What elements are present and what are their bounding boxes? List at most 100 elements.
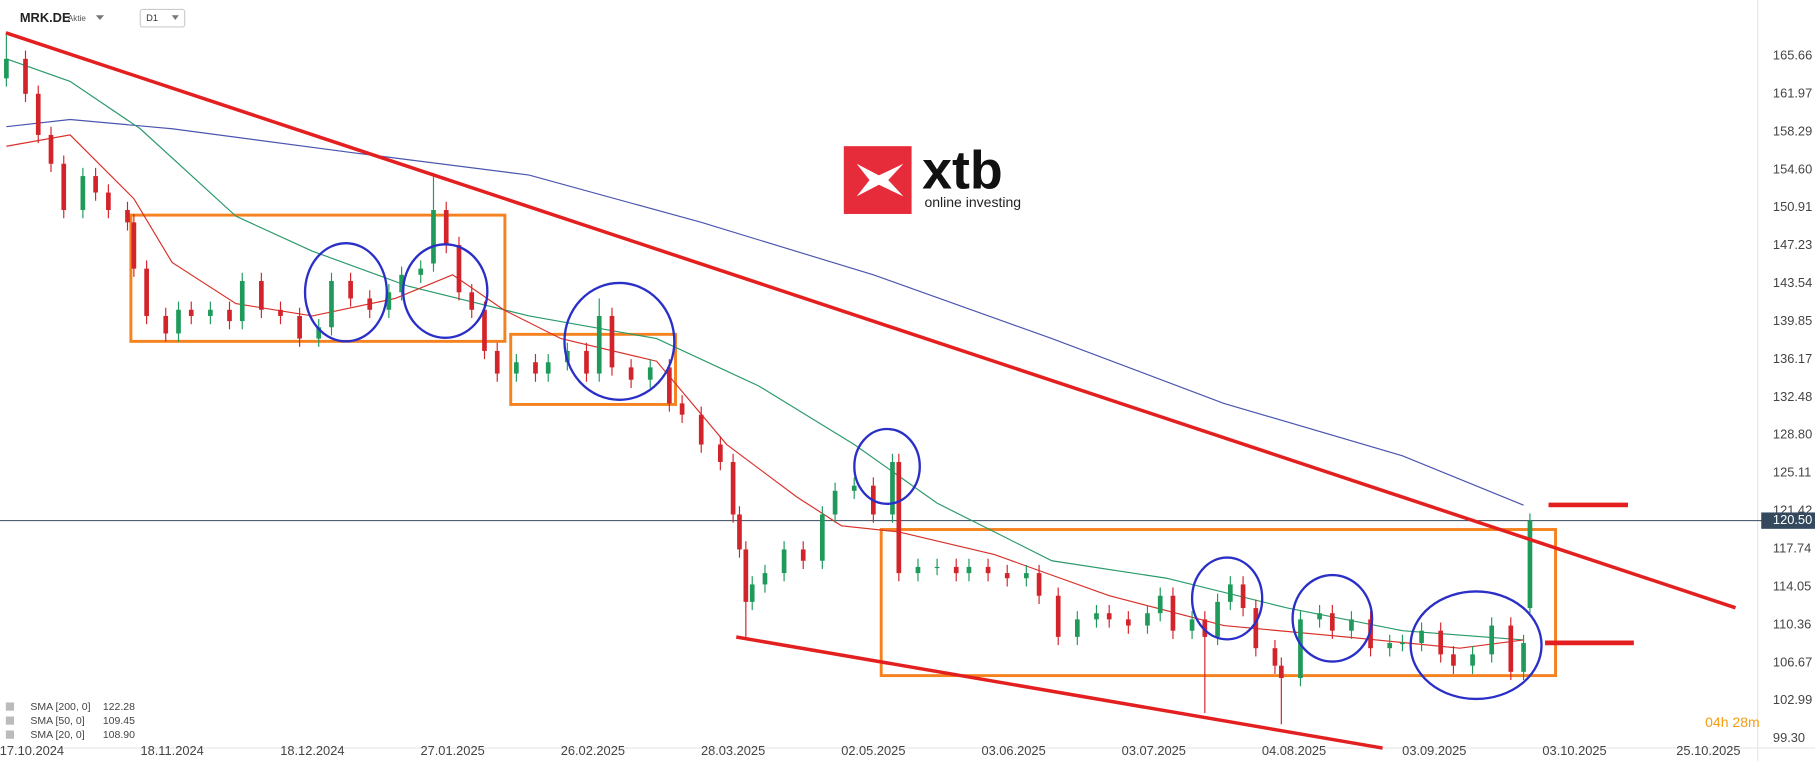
y-tick-label: 128.80 [1773, 427, 1812, 442]
x-tick-label: 17.10.2024 [0, 743, 64, 758]
sma-line [6, 58, 1524, 641]
candle-body [1470, 654, 1475, 666]
legend: SMA [200, 0] 122.28 SMA [50, 0] 109.45 SMA [… [5, 701, 135, 741]
candle-body [494, 350, 500, 374]
candle-body [1145, 613, 1150, 626]
candle-body [418, 268, 424, 275]
candle-body [679, 403, 685, 415]
candle-body [259, 280, 264, 310]
candle-body [743, 549, 749, 602]
candle-body [80, 176, 86, 211]
candle-body [386, 292, 392, 310]
range-box [129, 213, 507, 343]
dropdown-arrow[interactable] [95, 15, 105, 20]
candle-body [896, 462, 902, 574]
trend-line [5, 31, 1737, 610]
candle-body [1387, 643, 1393, 649]
candle-body [125, 210, 130, 223]
legend-icon [5, 702, 15, 711]
x-tick-label: 25.10.2025 [1676, 743, 1740, 758]
candle-body [1317, 613, 1322, 620]
highlight-circle [1409, 590, 1543, 701]
axes: 165.66 161.97 158.29 154.60 150.91 147.23 143.… [0, 48, 1815, 758]
candle-body [800, 549, 806, 561]
candle-body [718, 444, 723, 463]
legend-name: SMA [50, 0] [30, 715, 84, 727]
candle-body [934, 566, 940, 569]
y-tick-label: 165.66 [1773, 48, 1812, 63]
sma-line [6, 134, 1524, 649]
candle-body [1004, 573, 1010, 579]
highlight-circle [563, 281, 676, 401]
y-tick-label: 158.29 [1773, 123, 1812, 138]
candle-body [456, 244, 462, 293]
y-tick-label: 150.91 [1773, 199, 1812, 214]
candle-body [1036, 573, 1042, 596]
candle-body [1272, 648, 1278, 666]
y-tick-label: 161.97 [1773, 85, 1812, 100]
highlight-circle [303, 242, 389, 343]
candle-body [297, 315, 302, 339]
candle-body [749, 584, 755, 602]
candle-body [278, 309, 283, 316]
x-tick-label: 28.03.2025 [701, 743, 765, 758]
candle-body [545, 362, 551, 374]
candle-body [1157, 595, 1163, 614]
candle-body [890, 462, 895, 515]
asset-type: Aktie [68, 14, 87, 23]
highlight-circle [1291, 573, 1374, 663]
candle-body [1240, 584, 1246, 609]
candle-body [227, 309, 232, 322]
candle-body [176, 309, 181, 334]
logo-icon [856, 163, 904, 197]
y-tick-label: 154.60 [1773, 161, 1812, 176]
candle-body [1074, 619, 1080, 637]
candle-body [208, 309, 213, 316]
candle-body [1227, 584, 1233, 602]
candle-body [1170, 595, 1176, 631]
candle-body [482, 309, 487, 351]
candle-body [4, 58, 9, 79]
candle-body [431, 210, 436, 264]
candle-layer [4, 35, 1533, 725]
candle-body [1055, 595, 1061, 637]
candle-body [737, 514, 742, 550]
candle-body [667, 367, 672, 404]
candle-body [1023, 573, 1029, 579]
legend-name: SMA [20, 0] [30, 729, 84, 741]
candle-body [1349, 619, 1354, 631]
candle-body [1438, 630, 1444, 655]
x-tick-label: 04.08.2025 [1262, 743, 1326, 758]
symbol: MRK.DE [20, 10, 71, 25]
candle-body [35, 93, 41, 135]
candle-body [1215, 601, 1220, 637]
candle-body [93, 176, 98, 193]
legend-value: 108.90 [103, 729, 135, 741]
legend-value: 109.45 [103, 715, 135, 727]
x-tick-label: 03.06.2025 [981, 743, 1045, 758]
candle-body [966, 566, 972, 574]
candle-body [851, 485, 857, 491]
y-tick-label: 99.30 [1773, 730, 1805, 745]
candle-body [1298, 619, 1303, 679]
y-tick-label: 132.48 [1773, 389, 1812, 404]
x-tick-label: 03.09.2025 [1402, 743, 1466, 758]
current-price-label: 120.50 [1773, 512, 1812, 527]
candle-body [348, 280, 353, 299]
legend-name: SMA [200, 0] [30, 701, 90, 713]
timeframe-select[interactable] [139, 8, 186, 28]
sma-layer [6, 58, 1524, 649]
candle-body [533, 362, 538, 374]
timeframe: D1 [146, 13, 158, 23]
y-tick-label: 110.36 [1773, 616, 1811, 631]
y-tick-label: 102.99 [1773, 692, 1812, 707]
sma-line [6, 118, 1524, 506]
candle-body [781, 549, 787, 574]
highlight-circle [853, 427, 921, 505]
candle-body [1094, 613, 1099, 620]
candle-body [1400, 643, 1405, 645]
candle-body [1489, 625, 1495, 655]
candle-body [596, 315, 602, 374]
